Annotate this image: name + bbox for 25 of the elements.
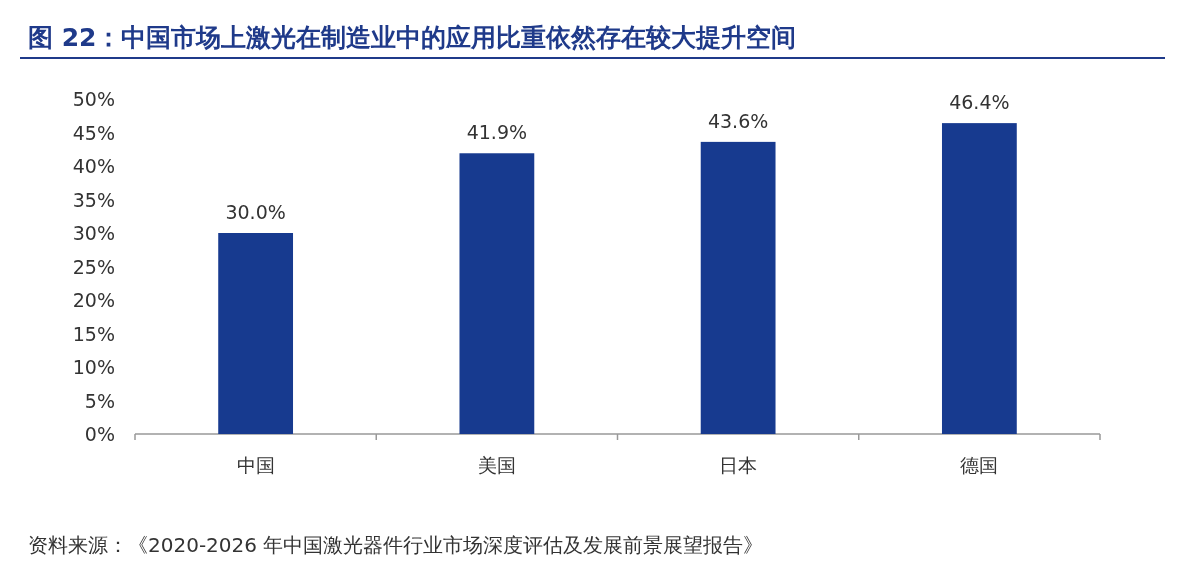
data-label: 30.0% [225,201,286,223]
x-tick-label: 德国 [960,454,999,476]
bar [459,153,535,434]
bar [218,233,294,434]
y-tick-label: 10% [72,356,115,378]
data-label: 41.9% [466,121,528,144]
y-tick-label: 25% [72,255,115,278]
y-tick-label: 40% [72,155,115,177]
y-tick-label: 0% [84,423,115,445]
text: 资料来源：《2020-2026 年中国激光器件行业市场深度评估及发展前景展望报告》 [28,533,764,557]
y-tick-label: 15% [72,322,115,345]
y-tick-label: 30% [72,222,115,244]
y-tick-label: 35% [72,188,115,211]
bar [700,141,776,434]
bar [941,123,1017,434]
y-tick-label: 50% [72,88,115,110]
y-tick-label: 45% [72,121,115,144]
data-label: 46.4% [949,91,1010,114]
data-label: 43.6% [707,109,769,132]
x-tick-label: 日本 [719,454,758,476]
x-tick-label: 中国 [236,454,275,476]
chart-title: 图 22：中国市场上激光在制造业中的应用比重依然存在较大提升空间 [28,23,797,52]
y-tick-label: 20% [72,289,115,311]
x-tick-label: 美国 [477,454,516,476]
y-tick-label: 5% [84,389,115,412]
